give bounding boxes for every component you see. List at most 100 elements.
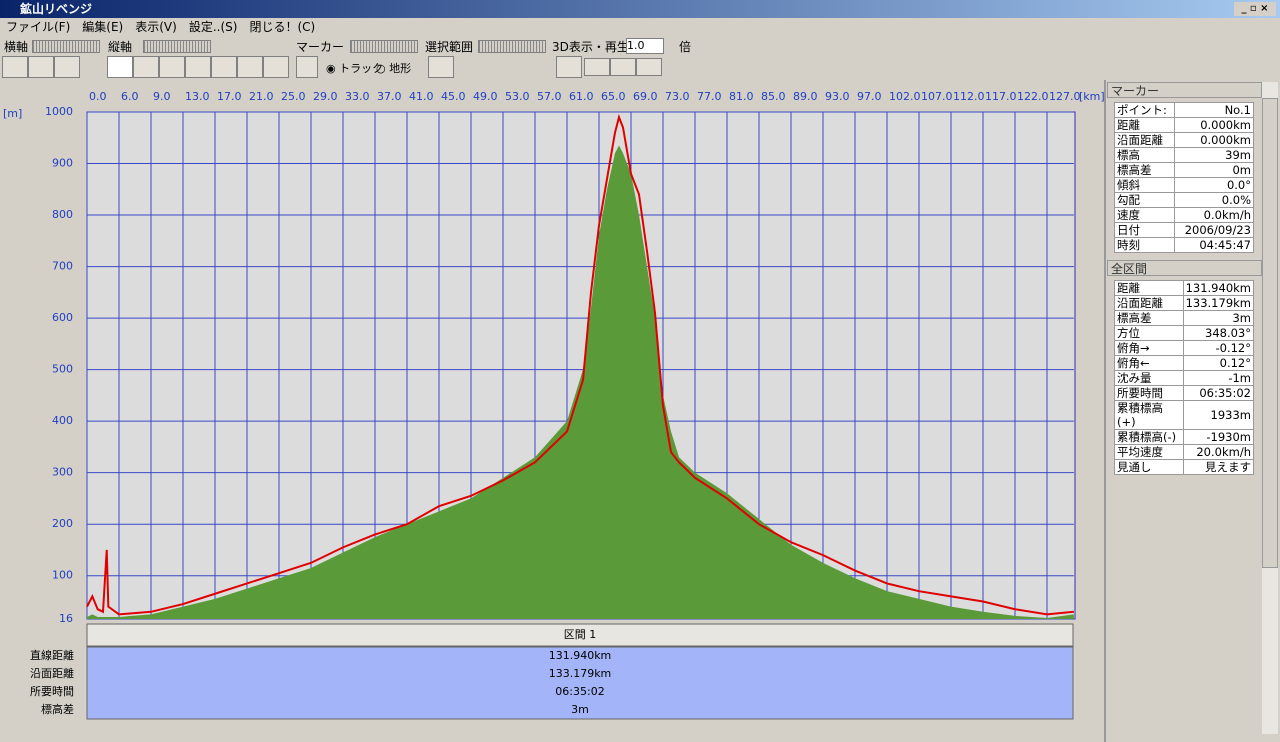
info-label: 所要時間 bbox=[1114, 385, 1184, 401]
info-label: 速度 bbox=[1113, 207, 1176, 223]
x-tick-label: 49.0 bbox=[473, 90, 498, 103]
tool-button[interactable] bbox=[263, 56, 289, 78]
label: 縦軸 bbox=[108, 40, 133, 54]
tool-button[interactable] bbox=[133, 56, 159, 78]
x-unit: [km] bbox=[1079, 90, 1104, 103]
label: トラック bbox=[339, 62, 384, 75]
slider[interactable] bbox=[32, 40, 100, 53]
info-value: -0.12° bbox=[1182, 340, 1255, 356]
radio-track[interactable]: ◉ トラック bbox=[326, 62, 384, 75]
x-tick-label: 61.0 bbox=[569, 90, 594, 103]
info-value: No.1 bbox=[1174, 102, 1254, 118]
table-header-bg bbox=[86, 623, 1074, 647]
y-tick-label: 200 bbox=[52, 517, 73, 530]
info-value: 133.179km bbox=[1182, 295, 1255, 311]
tool-button[interactable] bbox=[185, 56, 211, 78]
tool-button[interactable] bbox=[54, 56, 80, 78]
title-bar: 鉱山リベンジ _ ▫ × bbox=[0, 0, 1280, 18]
x-tick-label: 117.0 bbox=[985, 90, 1017, 103]
info-value: 348.03° bbox=[1182, 325, 1255, 341]
info-value: 20.0km/h bbox=[1182, 444, 1255, 460]
row-label: 沿面距離 bbox=[30, 666, 74, 680]
3d-button[interactable] bbox=[556, 56, 582, 78]
label: マーカー bbox=[296, 40, 345, 54]
info-value: 0.000km bbox=[1174, 132, 1254, 148]
menu-item[interactable]: ファイル(F) bbox=[6, 20, 71, 34]
tool-button[interactable] bbox=[211, 56, 237, 78]
info-value: 39m bbox=[1174, 147, 1254, 163]
x-tick-label: 53.0 bbox=[505, 90, 530, 103]
info-value: 2006/09/23 bbox=[1174, 222, 1254, 238]
info-value: 見えます bbox=[1182, 459, 1255, 475]
slider[interactable] bbox=[478, 40, 546, 53]
info-value: -1930m bbox=[1182, 429, 1255, 445]
info-row: 累積標高(+) 1933m bbox=[1114, 400, 1255, 430]
x-tick-label: 81.0 bbox=[729, 90, 754, 103]
tool-button[interactable] bbox=[159, 56, 185, 78]
y-tick-label: 500 bbox=[52, 363, 73, 376]
menu-item[interactable]: 設定..(S) bbox=[188, 20, 238, 34]
info-row: 標高差 3m bbox=[1114, 310, 1255, 326]
x-tick-label: 97.0 bbox=[857, 90, 882, 103]
prev-button[interactable] bbox=[584, 58, 610, 76]
slider[interactable] bbox=[350, 40, 418, 53]
x-tick-label: 17.0 bbox=[217, 90, 242, 103]
info-row: 標高差 0m bbox=[1113, 162, 1254, 178]
y-tick-label: 900 bbox=[52, 157, 73, 170]
window-buttons[interactable]: _ ▫ × bbox=[1234, 2, 1276, 16]
info-row: 沿面距離 0.000km bbox=[1113, 132, 1254, 148]
x-tick-label: 41.0 bbox=[409, 90, 434, 103]
info-row: 所要時間 06:35:02 bbox=[1114, 385, 1255, 401]
x-tick-label: 73.0 bbox=[665, 90, 690, 103]
next-button[interactable] bbox=[636, 58, 662, 76]
info-label: 沈み量 bbox=[1114, 370, 1184, 386]
info-value: 06:35:02 bbox=[1182, 385, 1255, 401]
info-row: 時刻 04:45:47 bbox=[1113, 237, 1254, 253]
x-tick-label: 6.0 bbox=[121, 90, 139, 103]
y-tick-label: 300 bbox=[52, 466, 73, 479]
info-row: 速度 0.0km/h bbox=[1113, 207, 1254, 223]
info-label: 標高差 bbox=[1114, 310, 1184, 326]
menu-item[interactable]: 閉じる！(C) bbox=[249, 20, 316, 34]
marker-button[interactable] bbox=[296, 56, 318, 78]
info-label: 累積標高(-) bbox=[1114, 429, 1184, 445]
radio-terrain[interactable]: ○ 地形 bbox=[376, 62, 412, 75]
menu-item[interactable]: 編集(E) bbox=[82, 20, 124, 34]
info-row: 日付 2006/09/23 bbox=[1113, 222, 1254, 238]
slider[interactable] bbox=[143, 40, 211, 53]
info-value: 0.12° bbox=[1182, 355, 1255, 371]
info-row: ポイント: No.1 bbox=[1113, 102, 1254, 118]
x-tick-label: 33.0 bbox=[345, 90, 370, 103]
info-value: 3m bbox=[1182, 310, 1255, 326]
stop-button[interactable] bbox=[610, 58, 636, 76]
terrain-area bbox=[87, 145, 1074, 619]
x-tick-label: 45.0 bbox=[441, 90, 466, 103]
y-tick-label: 100 bbox=[52, 569, 73, 582]
x-tick-label: 29.0 bbox=[313, 90, 338, 103]
select-button[interactable] bbox=[428, 56, 454, 78]
info-value: 0.000km bbox=[1174, 117, 1254, 133]
scroll-thumb[interactable] bbox=[1262, 98, 1278, 568]
info-label: 沿面距離 bbox=[1113, 132, 1176, 148]
info-row: 方位 348.03° bbox=[1114, 325, 1255, 341]
label: 3D表示・再生 bbox=[552, 40, 629, 54]
label: 地形 bbox=[389, 62, 412, 75]
speed-select[interactable]: 1.0 bbox=[626, 38, 664, 54]
y-unit: [m] bbox=[3, 107, 22, 120]
scrollbar[interactable] bbox=[1262, 82, 1278, 734]
menu-item[interactable]: 表示(V) bbox=[135, 20, 177, 34]
x-tick-label: 112.0 bbox=[953, 90, 985, 103]
table-header: 区間 1 bbox=[564, 628, 597, 641]
row-label: 直線距離 bbox=[30, 648, 74, 662]
info-label: 累積標高(+) bbox=[1114, 400, 1184, 430]
tool-button[interactable] bbox=[237, 56, 263, 78]
info-row: 俯角→ -0.12° bbox=[1114, 340, 1255, 356]
y-tick-label: 700 bbox=[52, 260, 73, 273]
tool-button[interactable] bbox=[107, 56, 133, 78]
info-row: 沈み量 -1m bbox=[1114, 370, 1255, 386]
x-tick-label: 37.0 bbox=[377, 90, 402, 103]
tool-button[interactable] bbox=[28, 56, 54, 78]
info-row: 標高 39m bbox=[1113, 147, 1254, 163]
tool-button[interactable] bbox=[2, 56, 28, 78]
x-tick-label: 85.0 bbox=[761, 90, 786, 103]
